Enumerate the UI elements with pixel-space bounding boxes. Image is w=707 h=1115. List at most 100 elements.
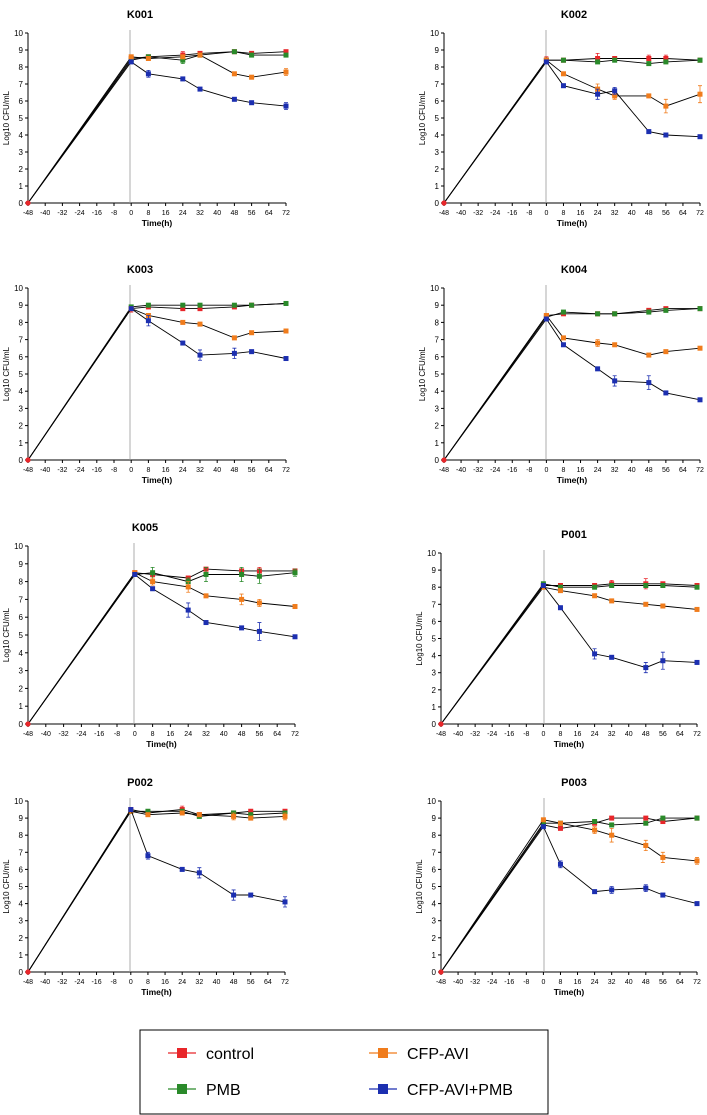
data-point xyxy=(663,390,669,396)
series-control xyxy=(440,578,700,725)
data-point xyxy=(643,601,649,607)
x-tick-label: 72 xyxy=(693,979,701,986)
series-line xyxy=(27,572,296,725)
x-tick-label: 8 xyxy=(146,979,150,986)
x-tick-label: 40 xyxy=(220,731,228,738)
y-tick-label: 1 xyxy=(435,182,440,191)
x-tick-label: 0 xyxy=(544,467,548,474)
series-PMB xyxy=(440,815,700,973)
series-control xyxy=(27,805,288,973)
series-control xyxy=(443,53,703,204)
x-tick-label: -24 xyxy=(75,467,85,474)
x-tick-label: -24 xyxy=(487,979,497,986)
data-point xyxy=(643,885,649,891)
series-line xyxy=(27,51,286,204)
data-point xyxy=(694,815,700,821)
start-point xyxy=(438,721,444,727)
x-axis-label: Time(h) xyxy=(557,218,588,228)
legend-marker xyxy=(378,1084,388,1094)
series-line xyxy=(27,61,287,204)
series-line xyxy=(27,307,287,461)
data-point xyxy=(231,813,237,819)
y-tick-label: 8 xyxy=(432,831,437,840)
start-point xyxy=(441,457,447,463)
series-line xyxy=(443,58,701,204)
y-tick-label: 3 xyxy=(19,148,24,157)
series-CFP-AVI xyxy=(27,808,288,973)
x-tick-label: -16 xyxy=(507,467,517,474)
y-tick-label: 3 xyxy=(19,917,24,926)
y-tick-label: 7 xyxy=(432,600,437,609)
data-point xyxy=(231,302,237,308)
y-tick-label: 7 xyxy=(19,848,24,857)
x-tick-label: 32 xyxy=(611,467,619,474)
data-point xyxy=(609,887,615,893)
data-point xyxy=(609,654,615,660)
x-tick-label: -48 xyxy=(436,731,446,738)
data-point xyxy=(609,815,615,821)
data-point xyxy=(595,340,601,346)
y-tick-label: 4 xyxy=(435,131,440,140)
data-point xyxy=(646,309,652,315)
series-line xyxy=(27,308,287,461)
series-CFP-AVI xyxy=(443,313,703,461)
series-line xyxy=(443,59,701,204)
data-point xyxy=(150,579,156,585)
data-point xyxy=(592,889,598,895)
x-tick-label: 40 xyxy=(625,731,633,738)
series-line xyxy=(27,51,287,204)
series-CFP-AVI+PMB xyxy=(27,59,289,204)
y-tick-label: 4 xyxy=(432,900,437,909)
data-point xyxy=(694,584,700,590)
data-point xyxy=(592,819,598,825)
y-tick-label: 2 xyxy=(19,165,24,174)
y-tick-label: 4 xyxy=(432,652,437,661)
data-point xyxy=(697,57,703,63)
data-point xyxy=(196,870,202,876)
y-tick-label: 6 xyxy=(432,617,437,626)
x-tick-label: 8 xyxy=(562,467,566,474)
data-point xyxy=(283,356,289,362)
series-PMB xyxy=(27,300,289,461)
x-tick-label: 64 xyxy=(265,467,273,474)
data-point xyxy=(663,132,669,138)
data-point xyxy=(660,892,666,898)
data-point xyxy=(185,607,191,613)
series-line xyxy=(27,303,287,461)
data-point xyxy=(283,69,289,75)
data-point xyxy=(543,59,549,65)
data-point xyxy=(196,812,202,818)
y-tick-label: 5 xyxy=(19,114,24,123)
x-tick-label: -32 xyxy=(57,210,67,217)
legend-label: control xyxy=(206,1046,254,1063)
data-point xyxy=(283,328,289,334)
x-tick-label: -16 xyxy=(92,210,102,217)
x-tick-label: 32 xyxy=(195,979,203,986)
y-tick-label: 7 xyxy=(19,595,24,604)
data-point xyxy=(557,605,563,611)
data-point xyxy=(663,349,669,355)
y-tick-label: 0 xyxy=(19,199,24,208)
y-tick-label: 5 xyxy=(19,631,24,640)
data-point xyxy=(185,584,191,590)
data-point xyxy=(557,820,563,826)
series-CFP-AVI xyxy=(27,570,298,725)
x-tick-label: -32 xyxy=(59,731,69,738)
x-tick-label: -16 xyxy=(91,979,101,986)
data-point xyxy=(543,313,549,319)
data-point xyxy=(592,584,598,590)
y-tick-label: 8 xyxy=(19,578,24,587)
series-control xyxy=(443,306,703,461)
x-tick-label: -8 xyxy=(111,467,117,474)
x-axis-label: Time(h) xyxy=(554,739,585,749)
series-line xyxy=(443,314,701,461)
x-tick-label: -24 xyxy=(74,979,84,986)
data-point xyxy=(292,634,298,640)
data-point xyxy=(179,810,185,816)
data-point xyxy=(646,93,652,99)
x-tick-label: 64 xyxy=(273,731,281,738)
y-tick-label: 7 xyxy=(435,80,440,89)
y-tick-label: 6 xyxy=(19,353,24,362)
